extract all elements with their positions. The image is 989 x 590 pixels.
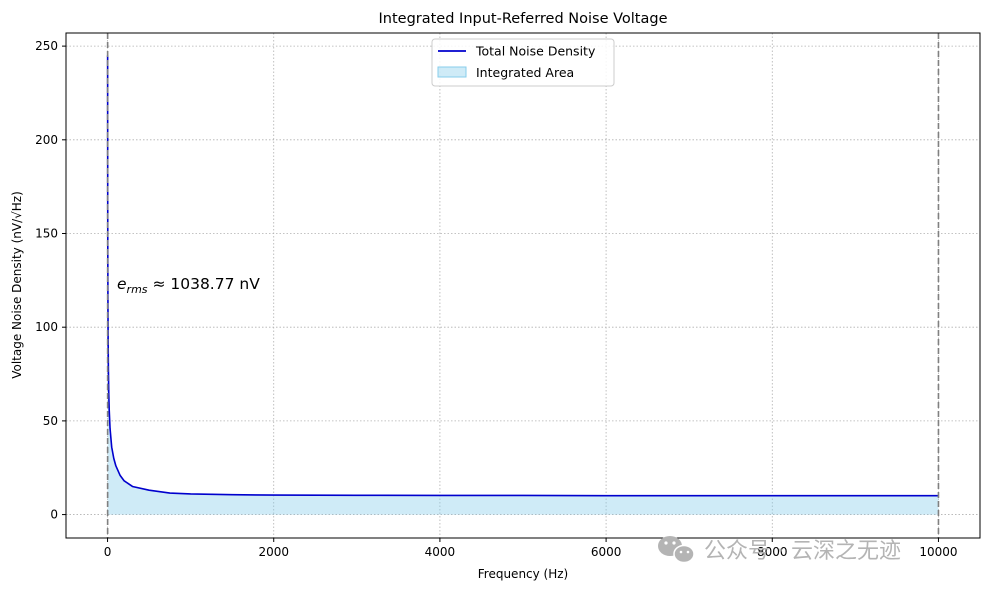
plot-frame: [65, 32, 981, 539]
watermark-text: 公众号 · 云深之无迹: [704, 539, 901, 564]
chart-title: Integrated Input-Referred Noise Voltage: [379, 11, 668, 27]
x-tick-label: 10000: [919, 545, 957, 559]
y-tick-label: 50: [43, 414, 58, 428]
x-axis-label: Frequency (Hz): [478, 567, 569, 581]
y-tick-label: 150: [35, 227, 58, 241]
x-tick-label: 0: [104, 545, 112, 559]
x-tick-label: 8000: [757, 545, 788, 559]
y-tick-label: 0: [50, 508, 58, 522]
rms-annotation-symbol: e: [117, 275, 127, 293]
x-tick-label: 6000: [591, 545, 622, 559]
wechat-icon: [658, 536, 695, 564]
x-tick-label: 4000: [425, 545, 456, 559]
plot-area: [106, 33, 940, 538]
y-tick-label: 250: [35, 39, 58, 53]
rms-annotation: erms ≈ 1038.77 nV: [117, 275, 260, 296]
legend-box: [431, 38, 615, 87]
y-axis-label: Voltage Noise Density (nV/√Hz): [10, 191, 24, 379]
watermark: 公众号 · 云深之无迹: [658, 536, 901, 564]
legend: Total Noise Density Integrated Area: [431, 38, 615, 87]
y-tick-label: 200: [35, 133, 58, 147]
legend-label-total-noise: Total Noise Density: [475, 44, 596, 59]
y-tick-label: 100: [35, 320, 58, 334]
x-tick-label: 2000: [258, 545, 289, 559]
legend-swatch-integrated-area: [437, 66, 467, 78]
rms-annotation-value: ≈ 1038.77 nV: [148, 275, 261, 293]
axis-ticks: 0 2000 4000 6000 8000 10000 0 50 100 150 200 250: [35, 39, 957, 559]
rms-annotation-subscript: rms: [127, 283, 148, 296]
legend-label-integrated-area: Integrated Area: [476, 65, 574, 80]
series-line-total-noise-density: [106, 55, 939, 497]
